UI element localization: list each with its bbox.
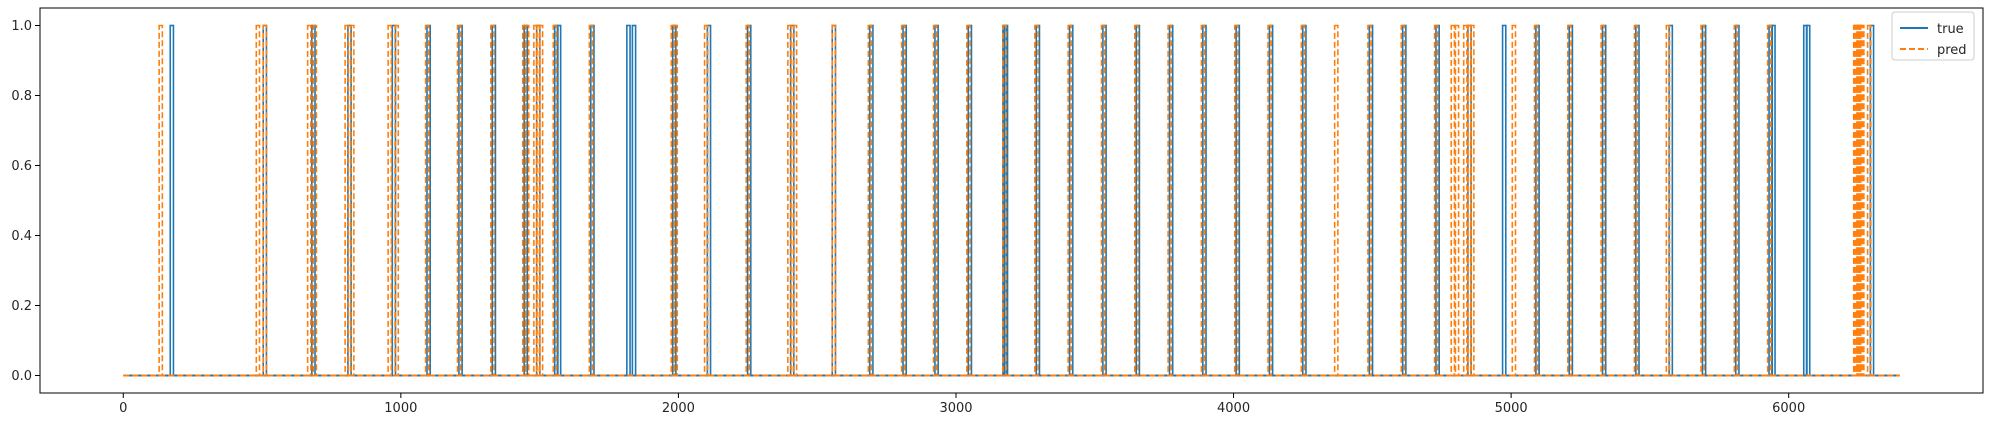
series-pred-spike: [521, 24, 527, 377]
series-pred-spike: [1454, 24, 1460, 377]
series-pred-spike: [387, 24, 393, 377]
legend-label-true: true: [1937, 22, 1964, 37]
series-pred-spike: [932, 24, 938, 377]
x-tick-label: 4000: [1217, 401, 1250, 416]
series-pred-spike: [535, 24, 541, 377]
x-tick-label: 0: [119, 401, 127, 416]
series-pred-spike: [1469, 24, 1475, 377]
series-pred-spike: [966, 24, 971, 377]
series-pred-spike: [900, 24, 906, 377]
series-pred-spike: [1400, 24, 1406, 377]
x-tick-label: 3000: [939, 401, 972, 416]
series-pred-spike: [670, 24, 676, 377]
plot-frame: [39, 7, 1984, 394]
x-tick-label: 6000: [1772, 401, 1805, 416]
series-pred-spike: [490, 24, 495, 377]
series-pred-spike: [1300, 24, 1306, 377]
y-tick-label: 0.8: [11, 89, 32, 104]
series-pred-spike: [349, 24, 355, 377]
series-pred-spike: [867, 24, 873, 377]
series-pred-spike: [588, 24, 594, 377]
series-pred-spike: [1333, 24, 1339, 377]
x-tick-label: 5000: [1495, 401, 1528, 416]
series-pred-spike: [1134, 24, 1139, 377]
series-pred-spike: [831, 24, 837, 377]
series-pred-spike: [1034, 24, 1039, 377]
series-pred-spike: [703, 24, 709, 377]
series-pred-spike: [394, 24, 400, 377]
series-true-spike: [1668, 24, 1674, 377]
series-pred-spike: [673, 24, 679, 377]
series-pred-spike: [1766, 24, 1772, 377]
x-tick-label: 1000: [384, 401, 417, 416]
series-pred-spike: [538, 24, 544, 377]
series-pred-spike: [1665, 24, 1671, 377]
series-pred-spike: [1167, 24, 1173, 377]
series-pred-spike: [533, 24, 538, 377]
series-pred-spike: [1200, 24, 1206, 377]
series-pred-spike: [424, 24, 430, 377]
series-pred-spike: [1002, 24, 1007, 377]
series-pred-spike: [524, 24, 530, 377]
series-pred-spike: [1467, 24, 1472, 377]
series-pred-spike: [1866, 24, 1872, 377]
series-pred-spike: [1450, 24, 1456, 377]
series-pred-spike: [158, 24, 164, 377]
y-tick-label: 1.0: [11, 19, 32, 34]
series-pred-spike: [456, 24, 462, 377]
series-pred-spike: [1733, 24, 1739, 377]
series-pred-spike: [787, 24, 792, 377]
series-pred-spike: [1700, 24, 1706, 377]
series-pred-spike: [1267, 24, 1273, 377]
series-layer: [123, 24, 1900, 377]
series-pred-spike: [255, 24, 261, 377]
series-pred-spike: [745, 24, 751, 377]
series-pred-spike: [1233, 24, 1239, 377]
series-pred-spike: [792, 24, 798, 377]
series-pred-spike: [1067, 24, 1073, 377]
y-tick-label: 0.2: [11, 299, 32, 314]
series-pred-spike: [1433, 24, 1439, 377]
y-tick-label: 0.0: [11, 369, 32, 384]
series-pred-spike: [1600, 24, 1606, 377]
x-tick-label: 2000: [662, 401, 695, 416]
series-pred-spike: [312, 24, 318, 377]
series-pred-spike: [1533, 24, 1539, 377]
series-pred-spike: [1511, 24, 1517, 377]
series-pred-spike: [262, 24, 268, 377]
legend-label-pred: pred: [1937, 43, 1967, 58]
legend: true pred: [1891, 11, 1975, 61]
series-pred-spike: [306, 24, 312, 377]
series-pred-spike: [1859, 24, 1865, 377]
series-pred-spike: [1633, 24, 1639, 377]
series-true-spike: [631, 24, 637, 377]
y-tick-label: 0.4: [11, 229, 32, 244]
series-pred-spike: [1462, 24, 1468, 377]
series-pred-spike: [1567, 24, 1572, 377]
series-pred-spike: [552, 24, 558, 377]
axes-layer: 0 1000 2000 3000 4000 5000 6000 0.0 0.2 0.4 0.6 0.8…: [11, 7, 1984, 416]
series-pred-spike: [1367, 24, 1372, 377]
y-tick-label: 0.6: [11, 159, 32, 174]
series-pred: [123, 24, 1900, 377]
series-pred-spike: [1100, 24, 1106, 377]
series-pred-spike: [344, 24, 350, 377]
